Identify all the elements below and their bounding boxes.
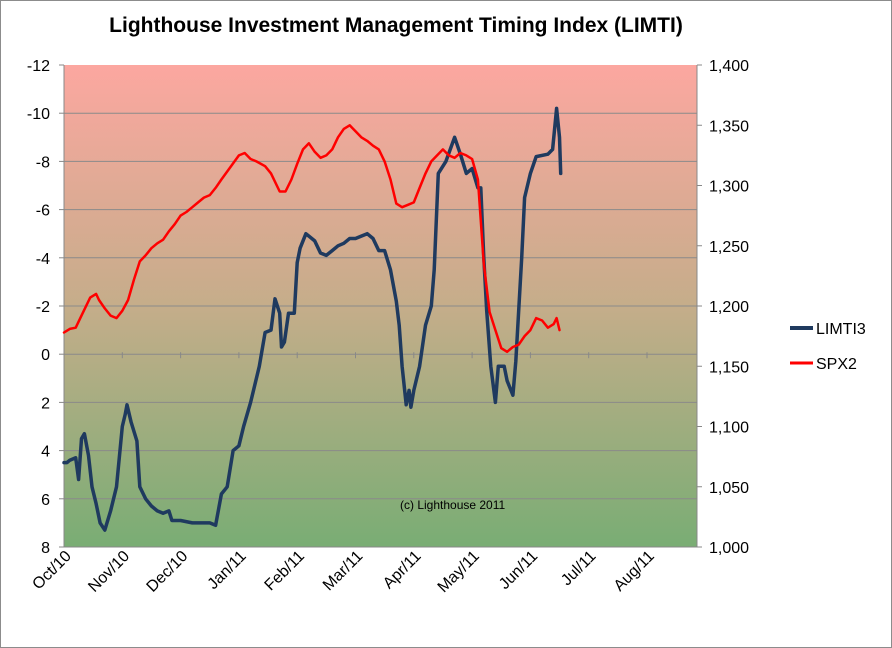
right-axis-tick-label: 1,300 bbox=[709, 179, 749, 196]
left-axis-tick-label: -6 bbox=[36, 203, 50, 220]
x-axis-tick-label: Nov/10 bbox=[85, 548, 133, 596]
right-axis-tick-label: 1,000 bbox=[709, 540, 749, 557]
right-axis-tick-label: 1,100 bbox=[709, 420, 749, 437]
x-axis-tick-label: Aug/11 bbox=[611, 548, 658, 595]
left-axis-tick-label: 6 bbox=[41, 492, 50, 509]
grid-layer bbox=[64, 112, 697, 500]
right-axis-tick-label: 1,400 bbox=[709, 58, 749, 75]
x-axis-tick-label: Jan/11 bbox=[205, 548, 250, 593]
copyright-annotation: (c) Lighthouse 2011 bbox=[400, 498, 506, 512]
left-axis-tick-label: -4 bbox=[36, 251, 50, 268]
chart-title: Lighthouse Investment Management Timing … bbox=[109, 14, 683, 37]
right-axis-tick-label: 1,150 bbox=[709, 359, 749, 376]
x-axis-tick-label: May/11 bbox=[435, 548, 483, 596]
legend-label-limti3: LIMTI3 bbox=[816, 321, 866, 338]
series-line-spx2 bbox=[62, 124, 561, 354]
right-axis-tick-label: 1,350 bbox=[709, 118, 749, 135]
x-axis-tick-label: Mar/11 bbox=[320, 548, 366, 594]
x-axis-tick-label: Apr/11 bbox=[380, 548, 425, 593]
right-axis-tick-label: 1,050 bbox=[709, 480, 749, 497]
right-axis-tick-label: 1,200 bbox=[709, 299, 749, 316]
left-axis-tick-label: 0 bbox=[41, 347, 50, 364]
legend-label-spx2: SPX2 bbox=[816, 356, 857, 373]
x-axis-tick-label: Jun/11 bbox=[496, 548, 541, 593]
x-axis-tick-label: Jul/11 bbox=[558, 548, 599, 589]
series-layer bbox=[62, 106, 563, 532]
right-axis-tick-label: 1,250 bbox=[709, 239, 749, 256]
left-axis-tick-label: 4 bbox=[41, 444, 50, 461]
x-axis-tick-label: Oct/10 bbox=[29, 548, 74, 593]
left-axis-tick-label: 8 bbox=[41, 540, 50, 557]
legend: LIMTI3 SPX2 bbox=[790, 321, 866, 373]
left-axis-tick-label: -8 bbox=[36, 154, 50, 171]
left-axis-tick-label: -2 bbox=[36, 299, 50, 316]
left-axis-tick-label: -12 bbox=[27, 58, 50, 75]
left-axis-tick-label: -10 bbox=[27, 106, 50, 123]
left-axis-tick-label: 2 bbox=[41, 395, 50, 412]
x-axis-tick-label: Feb/11 bbox=[262, 548, 308, 594]
x-axis-tick-label: Dec/10 bbox=[144, 548, 192, 596]
